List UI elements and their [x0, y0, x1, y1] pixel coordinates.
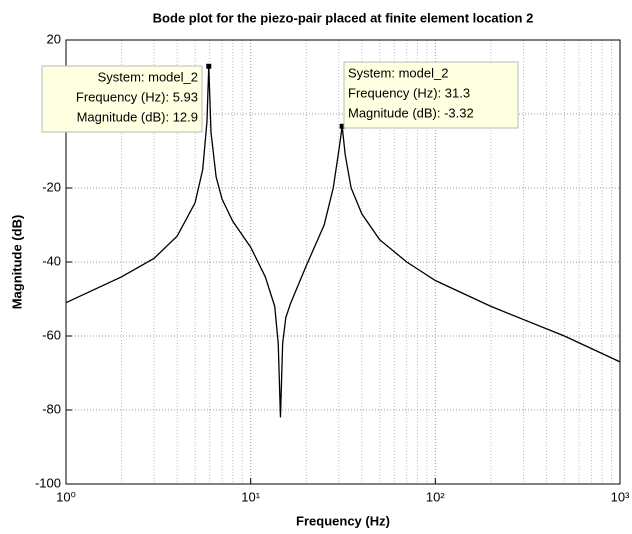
x-axis-label: Frequency (Hz) — [296, 513, 390, 528]
x-tick-label: 10² — [426, 489, 445, 504]
datatip-line: System: model_2 — [348, 65, 448, 80]
datatip-line: Magnitude (dB): -3.32 — [348, 105, 474, 120]
data-line — [65, 66, 621, 418]
datatip-line: Frequency (Hz): 5.93 — [76, 89, 198, 104]
plot-frame — [65, 39, 621, 485]
y-tick-label: -40 — [42, 253, 61, 268]
x-tick-label: 10³ — [611, 489, 630, 504]
y-tick-label: -20 — [42, 179, 61, 194]
datatip-box — [41, 65, 203, 133]
chart-title: Bode plot for the piezo-pair placed at f… — [153, 10, 534, 25]
y-axis-label: Magnitude (dB) — [9, 215, 24, 310]
datatip-box — [343, 61, 519, 129]
datatip-marker — [339, 123, 345, 129]
datatip-marker — [206, 63, 212, 69]
datatip-line: Magnitude (dB): 12.9 — [77, 109, 198, 124]
x-tick-label: 10¹ — [241, 489, 260, 504]
x-tick-label: 10⁰ — [56, 489, 76, 504]
y-tick-label: -60 — [42, 327, 61, 342]
y-tick-label: 20 — [47, 31, 61, 46]
datatip-line: Frequency (Hz): 31.3 — [348, 85, 470, 100]
y-tick-label: -80 — [42, 401, 61, 416]
datatip-line: System: model_2 — [98, 69, 198, 84]
y-tick-label: -100 — [35, 475, 61, 490]
